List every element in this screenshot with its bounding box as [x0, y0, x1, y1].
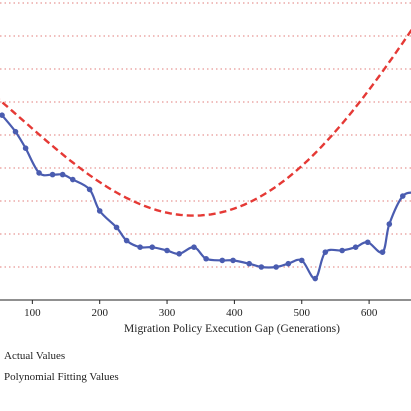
actual-value-point — [339, 247, 345, 254]
actual-value-point — [176, 251, 182, 257]
x-tick-label: 500 — [294, 307, 311, 319]
actual-value-point — [258, 264, 265, 270]
actual-value-point — [273, 264, 279, 270]
x-axis: 100 200 300 400 500 600 — [0, 299, 411, 319]
actual-value-point — [22, 145, 29, 151]
legend-label-actual: Actual Values — [4, 350, 65, 362]
x-tick-label: 600 — [361, 307, 378, 319]
actual-value-point — [0, 112, 5, 118]
actual-value-point — [149, 244, 156, 250]
actual-value-point — [86, 186, 93, 193]
actual-value-point — [96, 208, 103, 214]
actual-value-point — [113, 224, 120, 231]
polynomial-fit-series — [0, 28, 411, 217]
actual-value-point — [379, 249, 386, 255]
actual-value-point — [298, 257, 305, 264]
actual-value-point — [322, 249, 329, 255]
x-axis-title: Migration Policy Execution Gap (Generati… — [124, 323, 340, 335]
actual-value-point — [285, 260, 292, 267]
legend: Actual Values Polynomial Fitting Values — [4, 350, 119, 383]
actual-value-point — [364, 239, 371, 246]
actual-values-series — [0, 112, 411, 282]
actual-value-point — [230, 257, 236, 264]
gridlines — [0, 2, 411, 268]
actual-value-point — [191, 244, 197, 250]
actual-value-point — [246, 260, 253, 267]
actual-value-point — [49, 171, 56, 178]
actual-value-point — [164, 247, 170, 254]
actual-value-point — [386, 221, 393, 227]
x-tick-label: 300 — [159, 307, 176, 319]
actual-value-point — [59, 171, 66, 178]
legend-label-polynomial: Polynomial Fitting Values — [4, 371, 119, 383]
x-tick-label: 400 — [226, 307, 243, 319]
x-tick-label: 200 — [91, 307, 108, 319]
actual-value-point — [137, 244, 143, 250]
actual-value-point — [36, 170, 42, 176]
polynomial-fit-line — [0, 28, 411, 217]
actual-value-point — [12, 128, 19, 135]
actual-values-line — [1, 114, 411, 280]
actual-value-point — [312, 275, 319, 282]
actual-value-point — [219, 257, 226, 264]
actual-value-point — [399, 193, 406, 199]
actual-value-point — [203, 255, 209, 262]
actual-value-point — [123, 237, 130, 244]
actual-value-point — [69, 176, 76, 183]
actual-value-point — [352, 244, 359, 250]
x-tick-label: 100 — [24, 307, 41, 319]
